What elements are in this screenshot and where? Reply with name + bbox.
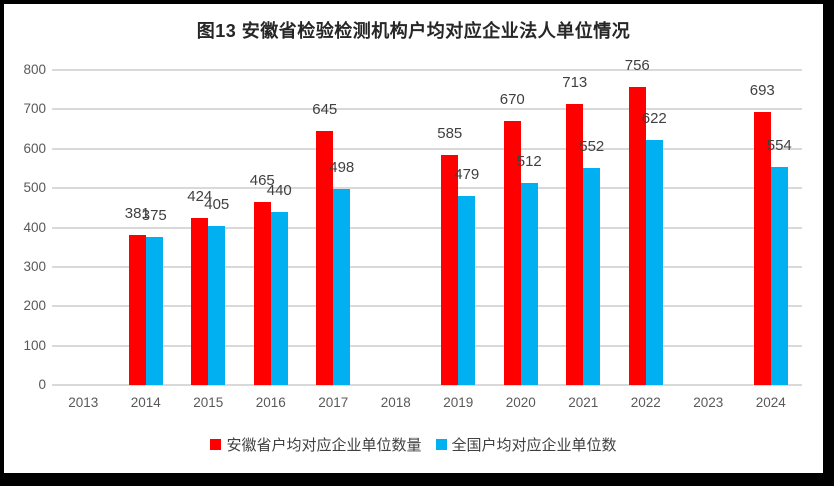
y-axis-tick-label: 100 — [23, 337, 46, 353]
bar-anhui — [503, 121, 521, 385]
data-label: 756 — [624, 57, 650, 75]
bar-anhui — [566, 104, 584, 385]
gridline — [52, 305, 802, 308]
y-axis-tick-label: 600 — [23, 140, 46, 156]
data-label: 645 — [312, 101, 338, 119]
bar-national — [270, 211, 288, 385]
bar-anhui — [191, 218, 209, 385]
data-label: 693 — [749, 82, 775, 100]
data-label: 512 — [516, 153, 542, 171]
legend-label: 全国户均对应企业单位数 — [451, 437, 617, 454]
bar-national — [208, 225, 226, 385]
data-label: 381 — [124, 204, 150, 222]
legend: 安徽省户均对应企业单位数量 全国户均对应企业单位数 — [4, 434, 823, 455]
data-label: 465 — [249, 171, 275, 189]
data-label: 479 — [454, 166, 480, 184]
y-axis-tick-label: 200 — [23, 298, 46, 314]
y-axis-tick-label: 800 — [23, 62, 46, 77]
data-label: 554 — [766, 136, 792, 154]
legend-swatch-icon — [210, 439, 222, 450]
gridline — [52, 108, 802, 111]
x-axis-tick-label: 2019 — [443, 395, 474, 410]
bar-national — [333, 188, 351, 385]
bar-national — [583, 167, 601, 385]
x-axis-tick-label: 2023 — [693, 395, 724, 410]
x-axis-tick-label: 2020 — [505, 395, 536, 410]
y-axis-tick-label: 500 — [23, 180, 46, 196]
gridline — [52, 265, 802, 268]
x-axis-tick-label: 2022 — [630, 395, 661, 410]
legend-label: 安徽省户均对应企业单位数量 — [226, 437, 422, 454]
data-label: 440 — [266, 181, 292, 199]
bar-anhui — [128, 234, 146, 385]
bar-anhui — [316, 131, 334, 385]
data-label: 424 — [187, 188, 213, 206]
bar-national — [145, 237, 163, 385]
y-axis-tick-label: 0 — [38, 377, 46, 392]
x-axis-tick-label: 2014 — [130, 395, 161, 410]
data-label: 405 — [204, 195, 230, 213]
bar-anhui — [628, 87, 646, 385]
gridline — [52, 187, 802, 190]
gridline — [52, 69, 802, 71]
x-axis-tick-label: 2016 — [255, 395, 286, 410]
chart-canvas: 0 100 200 300 400 500 600 700 800 2013 2014 2015 201… — [4, 4, 823, 473]
bar-anhui — [253, 201, 271, 385]
bar-national — [520, 183, 538, 385]
data-label: 585 — [437, 124, 463, 142]
data-label: 713 — [562, 74, 588, 92]
y-axis-tick-label: 300 — [23, 258, 46, 274]
gridline — [52, 226, 802, 229]
x-axis-tick-label: 2017 — [318, 395, 349, 410]
data-label: 375 — [141, 207, 167, 225]
x-axis-tick-label: 2024 — [755, 395, 786, 410]
x-axis-tick-label: 2021 — [568, 395, 599, 410]
x-axis-tick-label: 2018 — [380, 395, 411, 410]
bar-anhui — [441, 154, 459, 385]
x-axis-line — [52, 384, 802, 386]
bar-national — [770, 166, 788, 385]
gridline — [52, 344, 802, 347]
legend-swatch-icon — [435, 439, 447, 450]
y-axis-tick-label: 400 — [23, 219, 46, 235]
data-label: 552 — [579, 137, 605, 155]
data-label: 498 — [329, 158, 355, 176]
x-axis-tick-label: 2015 — [193, 395, 224, 410]
data-label: 622 — [641, 110, 667, 128]
y-axis-tick-label: 700 — [23, 101, 46, 117]
data-label: 670 — [499, 91, 525, 109]
bar-anhui — [753, 112, 771, 385]
bar-national — [458, 196, 476, 385]
chart-title: 图13 安徽省检验检测机构户均对应企业法人单位情况 — [196, 21, 631, 41]
x-axis-tick-label: 2013 — [68, 395, 99, 410]
bar-national — [645, 140, 663, 385]
gridline — [52, 147, 802, 150]
legend-item: 安徽省户均对应企业单位数量 — [210, 434, 422, 455]
legend-item: 全国户均对应企业单位数 — [435, 434, 617, 455]
